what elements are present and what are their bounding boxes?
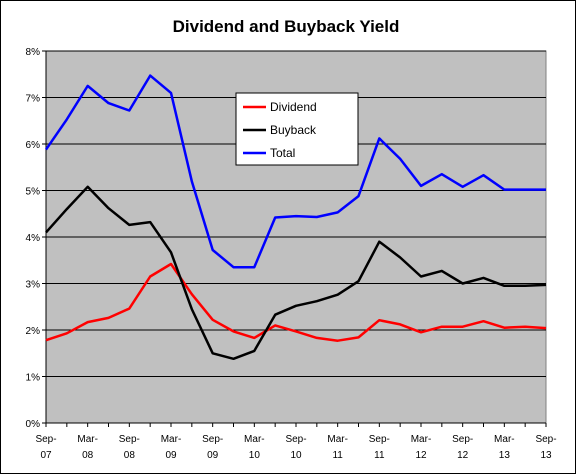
x-tick-label: Mar- [327,434,348,445]
series-line-total [44,74,546,269]
x-tick-label-year: 08 [124,450,136,461]
x-tick-label-year: 11 [374,450,385,461]
legend-label-total: Total [270,146,295,160]
x-tick-label: Sep- [369,434,390,445]
x-tick-label: Sep- [35,434,56,445]
x-tick-label: Sep- [119,434,140,445]
legend-label-buyback: Buyback [270,123,317,137]
x-tick-label: Mar- [244,434,265,445]
x-tick-label: Mar- [161,434,182,445]
x-tick-label: Sep- [202,434,223,445]
y-tick-label: 8% [26,47,41,58]
x-tick-label-year: 09 [207,450,219,461]
x-tick-label: Sep- [452,434,473,445]
y-tick-label: 6% [26,140,41,151]
x-tick-label: Sep- [535,434,556,445]
x-tick-label-year: 09 [165,450,177,461]
x-tick-label-year: 10 [290,450,302,461]
y-tick-label: 7% [26,94,41,105]
chart-title: Dividend and Buyback Yield [173,17,400,36]
y-tick-label: 3% [26,280,41,291]
x-tick-label-year: 13 [499,450,511,461]
legend: Dividend Buyback Total [235,92,359,166]
x-tick-label-year: 11 [332,450,343,461]
y-tick-label: 1% [26,373,41,384]
legend-label-dividend: Dividend [270,100,317,114]
series-line-dividend [45,262,547,342]
x-tick-label-year: 12 [457,450,469,461]
x-tick-label-year: 13 [540,450,552,461]
series-line-buyback [45,185,547,361]
x-tick-label-year: 10 [249,450,261,461]
x-tick-label: Mar- [494,434,515,445]
x-tick-label: Mar- [77,434,98,445]
x-tick-label: Sep- [285,434,306,445]
x-tick-label-year: 08 [82,450,94,461]
x-tick-label-year: 07 [40,450,52,461]
y-tick-label: 5% [26,187,41,198]
y-tick-label: 0% [26,419,41,430]
x-tick-label-year: 12 [415,450,427,461]
x-tick-label: Mar- [411,434,432,445]
y-tick-label: 4% [26,233,41,244]
y-tick-label: 2% [26,326,41,337]
